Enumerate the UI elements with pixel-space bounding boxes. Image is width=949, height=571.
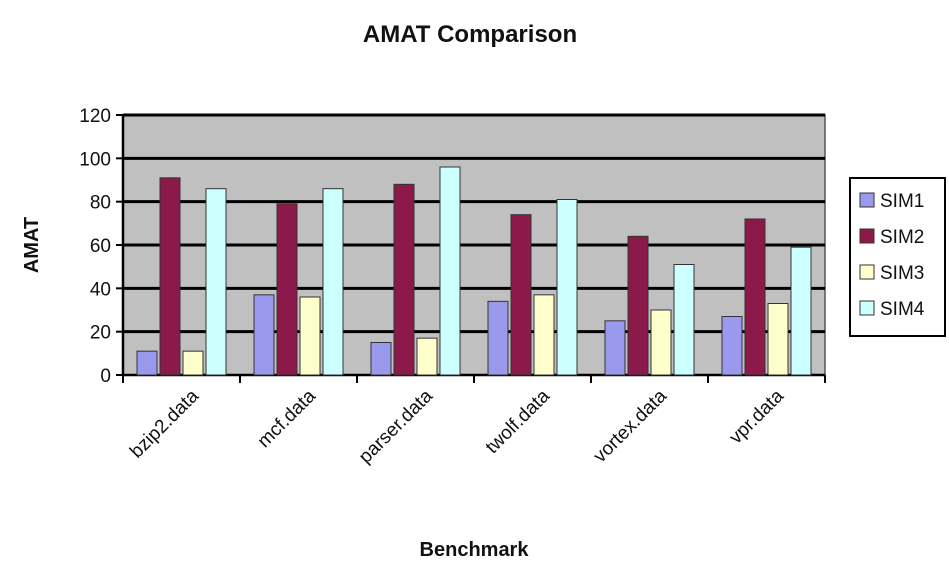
bar-sim4 bbox=[790, 246, 812, 376]
y-axis-title: AMAT bbox=[21, 217, 43, 273]
x-tick-label: parser.data bbox=[355, 385, 437, 467]
y-tick-label: 100 bbox=[79, 149, 111, 170]
bar-sim1 bbox=[253, 294, 275, 376]
bar-sim3 bbox=[767, 303, 789, 376]
bar-sim4 bbox=[673, 264, 695, 376]
x-tick-label: vpr.data bbox=[725, 385, 788, 448]
legend-label-sim2: SIM2 bbox=[880, 227, 924, 248]
bar-sim3 bbox=[299, 296, 321, 376]
bar-sim1 bbox=[136, 350, 158, 376]
legend: SIM1 SIM2 SIM3 SIM4 bbox=[849, 177, 946, 337]
x-axis-title: Benchmark bbox=[420, 539, 530, 561]
bar-sim1 bbox=[604, 320, 626, 376]
bar-sim3 bbox=[533, 294, 555, 376]
y-tick-label: 40 bbox=[90, 279, 111, 300]
bar-sim2 bbox=[276, 203, 298, 376]
legend-label-sim4: SIM4 bbox=[880, 299, 925, 320]
plot-area: 0 20 40 60 80 100 120 bzip2.data mcf.data parser.… bbox=[79, 106, 826, 468]
legend-label-sim3: SIM3 bbox=[880, 263, 924, 284]
y-tick-label: 20 bbox=[90, 323, 111, 344]
legend-swatch-sim1 bbox=[859, 192, 875, 208]
y-tick-label: 80 bbox=[90, 193, 111, 214]
y-tick-label: 60 bbox=[90, 236, 111, 257]
bar-sim4 bbox=[322, 188, 344, 376]
bar-sim2 bbox=[510, 214, 532, 376]
bar-sim4 bbox=[556, 199, 578, 376]
legend-swatch-sim4 bbox=[859, 300, 875, 316]
x-tick-label: bzip2.data bbox=[126, 385, 203, 462]
legend-swatch-sim3 bbox=[859, 264, 875, 280]
bar-sim4 bbox=[439, 166, 461, 376]
chart-title: AMAT Comparison bbox=[363, 21, 577, 48]
x-tick-label: twolf.data bbox=[482, 385, 555, 458]
bar-sim2 bbox=[159, 177, 181, 376]
bar-sim3 bbox=[416, 337, 438, 376]
legend-label-sim1: SIM1 bbox=[880, 191, 924, 212]
y-tick-label: 120 bbox=[79, 106, 111, 127]
bar-sim1 bbox=[370, 342, 392, 376]
bar-sim2 bbox=[393, 183, 415, 376]
bar-sim1 bbox=[721, 316, 743, 376]
x-tick-label: mcf.data bbox=[254, 385, 321, 452]
bar-sim2 bbox=[627, 235, 649, 376]
x-tick-label: vortex.data bbox=[590, 385, 672, 467]
legend-swatch-sim2 bbox=[859, 228, 875, 244]
bar-sim2 bbox=[744, 218, 766, 376]
bar-sim4 bbox=[205, 188, 227, 376]
y-tick-label: 0 bbox=[100, 366, 111, 387]
bar-sim3 bbox=[182, 350, 204, 376]
bar-sim3 bbox=[650, 309, 672, 376]
bar-sim1 bbox=[487, 300, 509, 376]
